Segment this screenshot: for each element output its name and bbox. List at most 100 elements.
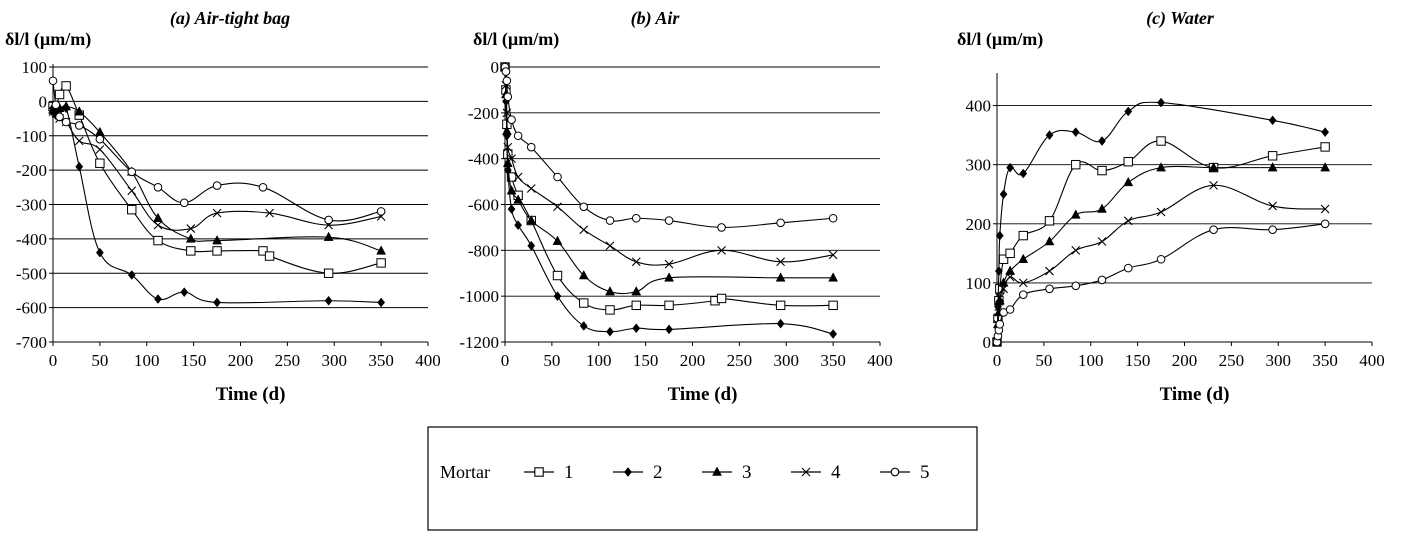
data-point-a-4: [265, 208, 274, 218]
data-point-b-4: [553, 202, 562, 212]
data-point-c-1: [1005, 248, 1015, 259]
data-point-b-4: [503, 142, 513, 152]
data-point-c-5: [995, 319, 1005, 329]
data-point-c-4: [1045, 266, 1054, 276]
x-tick-label-c: 50: [1035, 351, 1052, 370]
data-point-b-3: [506, 185, 517, 195]
x-tick-label-c: 100: [1078, 351, 1104, 370]
data-point-a-3: [74, 106, 85, 116]
data-point-a-4: [74, 136, 84, 146]
data-point-c-5: [1045, 284, 1054, 294]
data-point-c-2: [994, 266, 1003, 276]
series-b-5: [500, 62, 838, 232]
data-point-c-1: [1123, 157, 1133, 167]
data-point-c-5: [1071, 281, 1081, 291]
data-point-a-2: [75, 161, 84, 172]
x-axis-label-c: Time (d): [1160, 384, 1230, 405]
data-point-c-3: [1070, 209, 1081, 219]
x-tick-label-b: 50: [543, 351, 560, 370]
data-point-c-2: [1157, 97, 1165, 108]
chart-title-a: (a) Air-tight bag: [170, 8, 290, 29]
data-point-a-2: [324, 295, 333, 306]
data-point-b-1: [506, 172, 517, 182]
x-tick-label-b: 250: [727, 351, 753, 370]
data-point-b-1: [828, 300, 838, 311]
data-point-a-5: [324, 215, 333, 225]
data-point-a-5: [61, 117, 71, 127]
data-point-b-2: [503, 165, 512, 176]
series-line-b-4: [504, 66, 834, 266]
data-point-b-1: [775, 300, 786, 311]
series-line-c-3: [996, 165, 1326, 343]
data-point-c-3: [1123, 176, 1134, 187]
chart-panel-b: -1200 -1000 -800 -600 -400 -200 0 0 50 100 150 200 2…: [459, 8, 892, 405]
data-point-b-5: [631, 213, 641, 223]
y-tick-label-a: -400: [16, 230, 47, 249]
legend-marker-5: [890, 467, 900, 477]
chart-panel-a: -700 -600 -500 -400 -300 -200 -100 0 100 0 50 100 15…: [5, 8, 441, 405]
data-point-c-4: [1071, 245, 1081, 255]
data-point-a-5: [179, 198, 189, 208]
data-point-c-1: [1097, 165, 1107, 176]
data-point-c-4: [1018, 278, 1028, 288]
data-point-b-5: [579, 202, 589, 212]
data-point-a-2: [154, 294, 162, 304]
data-point-b-2: [553, 291, 562, 302]
data-point-b-4: [526, 184, 536, 193]
y-tick-label-b: -400: [468, 150, 499, 169]
legend-item-5: 5: [880, 462, 930, 483]
data-point-a-2: [95, 247, 104, 258]
data-point-b-2: [829, 329, 838, 339]
legend-label-3: 3: [742, 462, 752, 483]
data-point-c-4: [1268, 201, 1278, 211]
y-tick-label-a: -300: [16, 196, 47, 215]
series-line-b-3: [504, 66, 834, 295]
data-point-a-3: [153, 212, 163, 222]
legend-item-4: 4: [791, 462, 841, 483]
data-point-c-3: [1267, 162, 1278, 172]
data-point-b-5: [605, 216, 615, 225]
data-point-a-1: [376, 258, 386, 268]
data-point-a-2: [180, 287, 189, 298]
data-point-a-3: [185, 233, 196, 243]
x-tick-label-c: 350: [1312, 351, 1338, 370]
x-tick-label-a: 300: [322, 351, 348, 370]
data-point-a-1: [153, 235, 163, 246]
x-tick-label-a: 200: [228, 351, 254, 370]
data-point-c-5: [1320, 219, 1330, 229]
series-c-3: [992, 162, 1331, 346]
data-point-a-4: [95, 145, 105, 154]
data-point-a-1: [95, 158, 105, 168]
data-point-a-5: [127, 167, 137, 177]
data-point-b-4: [664, 259, 674, 269]
data-point-c-4: [999, 284, 1008, 294]
series-b-3: [500, 61, 839, 296]
legend-marker-1: [534, 467, 544, 477]
data-point-c-5: [1268, 225, 1277, 234]
x-tick-label-b: 200: [680, 351, 706, 370]
data-point-b-3: [513, 194, 524, 204]
y-tick-label-c: 200: [966, 215, 992, 234]
x-tick-label-b: 350: [820, 351, 846, 370]
data-point-a-1: [212, 246, 222, 256]
legend-item-2: 2: [613, 462, 663, 483]
data-point-b-3: [578, 270, 589, 280]
y-axis-label-c: δl/l (µm/m): [957, 29, 1043, 50]
data-point-a-2: [127, 270, 136, 280]
data-point-c-1: [1018, 230, 1028, 241]
data-point-c-5: [1005, 305, 1015, 314]
data-point-b-2: [632, 323, 641, 334]
legend-item-3: 3: [702, 462, 752, 483]
data-point-c-4: [1209, 180, 1218, 190]
data-point-b-2: [514, 220, 523, 231]
data-point-a-5: [212, 181, 222, 190]
chart-title-c: (c) Water: [1146, 8, 1215, 29]
data-point-b-5: [828, 213, 838, 223]
y-tick-label-b: -200: [468, 104, 499, 123]
data-point-c-2: [1006, 162, 1015, 173]
data-point-a-5: [48, 76, 58, 86]
data-point-a-2: [377, 297, 386, 308]
legend: Mortar 1 2 3 4 5: [427, 426, 978, 531]
data-point-b-3: [775, 272, 786, 282]
y-tick-label-b: -1000: [459, 287, 499, 306]
